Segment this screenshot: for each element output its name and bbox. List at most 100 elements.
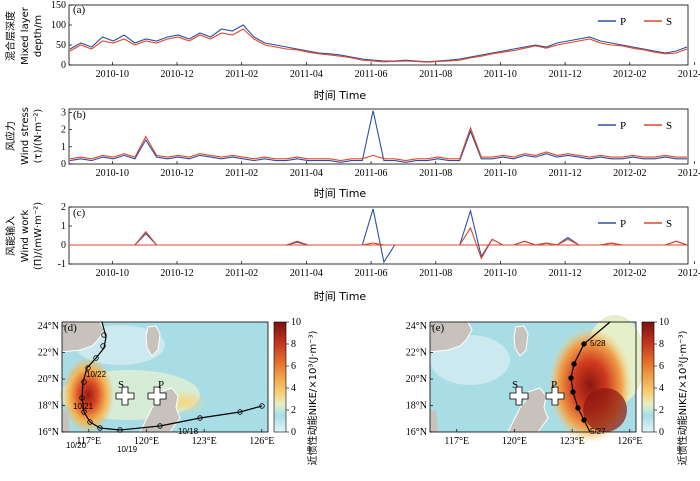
series-line-s — [69, 126, 687, 162]
x-label-a: 时间 Time — [314, 89, 367, 102]
panel-d-map: (d) S P 10/22 10/21 10/20 10/19 10/18 11… — [38, 321, 275, 454]
colorbar-ticks-d: 10 8 6 4 2 0 — [286, 317, 301, 438]
cross-marker-p-e — [545, 386, 565, 406]
point-p-label-e: P — [551, 379, 557, 391]
colorbar-tick-label: 10 — [291, 317, 301, 328]
colorbar-tick-label: 8 — [659, 339, 664, 350]
x-label-b: 时间 Time — [314, 187, 367, 200]
panel-a: (a) 0 50 100 150 2010-10 2010-12 2011-02 2011-… — [4, 0, 700, 102]
x-tick-label: 2011-06 — [355, 268, 388, 279]
x-tick-label: 2011-12 — [549, 168, 582, 179]
colorbar-tick-label: 6 — [659, 361, 664, 372]
y-tick-label: 0 — [61, 240, 66, 251]
map-ticks-d: 117°E 120°E 123°E 126°E 24°N 22°N 20°N 18°N 16°N — [38, 321, 275, 447]
map-x-tick-label: 126°E — [617, 436, 642, 447]
plot-frame-a — [68, 4, 689, 66]
colorbar-label-e: 近惯性动能NIKE/×10³(J·m⁻³) — [676, 331, 689, 466]
x-tick-label: 2012-04 — [678, 268, 700, 279]
map-y-tick-label: 24°N — [406, 321, 427, 332]
point-p-e: P — [545, 379, 565, 406]
track-label-d-3: 10/19 — [117, 445, 138, 454]
map-x-tick-label: 123°E — [192, 436, 217, 447]
y-label-unit-c: (Π)/(mW·m⁻²) — [33, 202, 44, 270]
colorbar-gradient-e — [641, 321, 655, 433]
x-tick-label: 2011-10 — [484, 69, 517, 80]
legend-label-s: S — [666, 218, 672, 230]
x-tick-label: 2011-02 — [225, 69, 258, 80]
track-points-e — [568, 341, 587, 423]
legend-label-p: P — [620, 16, 626, 28]
map-x-tick-label: 120°E — [134, 436, 159, 447]
series-lines-b — [69, 110, 687, 163]
track-label-d-1: 10/21 — [73, 402, 94, 411]
track-point — [85, 365, 91, 371]
map-y-tick-label: 20°N — [406, 374, 427, 385]
x-tick-label: 2011-04 — [290, 168, 323, 179]
y-tick-label: 150 — [51, 0, 66, 11]
map-x-tick-label: 117°E — [76, 436, 101, 447]
track-point — [570, 389, 576, 395]
track-point — [575, 405, 581, 411]
y-label-zh-a: 混合层深度 — [4, 11, 17, 61]
colorbar-tick-label: 4 — [659, 383, 664, 394]
y-label-en-c: Wind work — [20, 210, 31, 263]
x-tick-label: 2010-12 — [160, 69, 193, 80]
x-tick-label: 2011-10 — [484, 268, 517, 279]
colorbar-tick-label: 0 — [291, 427, 296, 438]
colorbar-gradient-d — [273, 321, 287, 433]
x-ticks-c: 2010-10 2010-12 2011-02 2011-04 2011-06 2011-… — [96, 261, 700, 279]
point-s-label-d: S — [118, 379, 124, 391]
panel-e-map: (e) S P 5/28 5/27 117°E 120°E 123°E 126°E 24… — [406, 315, 645, 447]
y-label-en-a: Mixed layer — [20, 6, 31, 65]
map-y-tick-label: 22°N — [406, 348, 427, 359]
series-line-s — [70, 226, 688, 260]
track-point — [100, 343, 106, 349]
point-s-d: S — [115, 379, 135, 406]
y-tick-label: 0 — [61, 60, 66, 71]
y-tick-label: 0 — [61, 159, 66, 170]
x-ticks-a: 2010-10 2010-12 2011-02 2011-04 2011-06 2011-… — [96, 62, 700, 80]
x-tick-label: 2010-10 — [96, 69, 129, 80]
x-tick-label: 2010-10 — [96, 168, 129, 179]
x-tick-label: 2012-02 — [613, 69, 646, 80]
x-tick-label: 2011-10 — [484, 168, 517, 179]
plot-frame-b — [68, 108, 689, 165]
track-point — [259, 403, 265, 409]
panel-b-label: (b) — [73, 109, 86, 121]
panel-a-label: (a) — [73, 4, 86, 16]
series-lines-c — [69, 208, 688, 264]
colorbar-ticks-e: 10 8 6 4 2 0 — [654, 317, 669, 438]
colorbar-e: 10 8 6 4 2 0 近惯性动能NIKE/×10³(J·m⁻³) — [641, 317, 689, 466]
track-point — [568, 375, 574, 381]
x-tick-label: 2012-04 — [678, 168, 700, 179]
map-x-tick-label: 123°E — [560, 436, 585, 447]
taiwan-d — [145, 325, 161, 357]
track-point — [581, 417, 587, 423]
legend-label-p: P — [620, 120, 626, 132]
hainan-coast-e — [430, 410, 438, 432]
track-point — [157, 423, 163, 429]
x-tick-label: 2011-08 — [419, 168, 452, 179]
legend-label-s: S — [666, 120, 672, 132]
track-point — [93, 355, 99, 361]
track-label-e-1: 5/27 — [590, 427, 606, 436]
series-line-p — [69, 24, 688, 63]
series-line-p — [70, 208, 688, 264]
x-tick-label: 2010-12 — [160, 168, 193, 179]
x-tick-label: 2011-02 — [225, 268, 258, 279]
track-label-d-2: 10/20 — [66, 441, 87, 450]
series-lines-a — [69, 24, 688, 63]
x-tick-label: 2011-02 — [225, 168, 258, 179]
high-nike-area-d — [62, 357, 114, 433]
x-tick-label: 2012-02 — [613, 268, 646, 279]
china-coast-d — [61, 321, 105, 353]
x-tick-label: 2011-06 — [355, 69, 388, 80]
x-label-c: 时间 Time — [314, 290, 367, 303]
x-tick-label: 2011-12 — [549, 69, 582, 80]
china-coast-e — [429, 321, 473, 353]
track-label-d-4: 10/18 — [178, 427, 199, 436]
